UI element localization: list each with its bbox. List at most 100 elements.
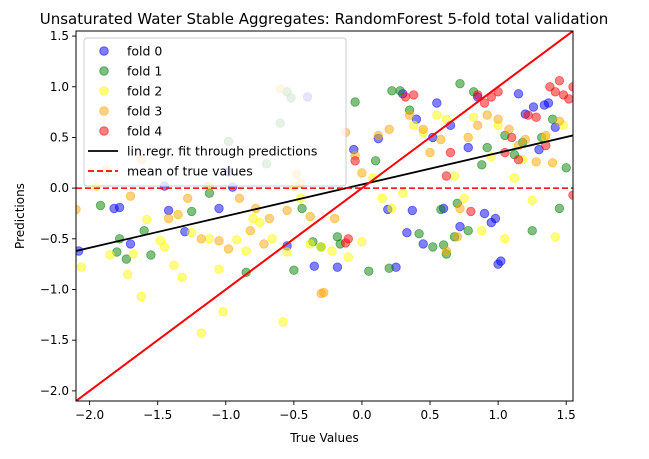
- point-fold-2: [343, 252, 354, 262]
- point-fold-2: [409, 120, 419, 131]
- point-fold-3: [319, 287, 329, 298]
- point-fold-1: [561, 163, 571, 173]
- point-fold-2: [128, 249, 138, 259]
- point-fold-2: [500, 234, 510, 244]
- legend-label: fold 2: [127, 84, 162, 99]
- legend-label: fold 1: [127, 64, 162, 79]
- point-fold-4: [513, 154, 524, 165]
- point-fold-4: [409, 90, 419, 100]
- point-fold-3: [504, 124, 514, 135]
- point-fold-0: [479, 208, 490, 219]
- legend-marker: [99, 106, 109, 116]
- point-fold-2: [241, 246, 251, 256]
- point-fold-2: [398, 188, 408, 198]
- legend-marker: [99, 66, 109, 76]
- point-fold-1: [121, 254, 132, 264]
- point-fold-3: [223, 244, 234, 254]
- point-fold-4: [523, 110, 533, 120]
- x-tick-label: −1.0: [211, 408, 240, 422]
- point-fold-1: [395, 86, 405, 96]
- point-fold-2: [459, 193, 469, 204]
- point-fold-1: [95, 200, 106, 211]
- y-tick-label: −1.5: [40, 333, 69, 347]
- point-fold-0: [528, 102, 539, 112]
- y-axis: −2.0 −1.5 −1.0 −0.5 0.0 0.5 1.0 1.5: [40, 29, 76, 398]
- point-fold-2: [159, 242, 170, 252]
- point-fold-3: [455, 203, 465, 214]
- point-fold-2: [468, 112, 479, 122]
- y-tick-label: 0.0: [50, 181, 69, 195]
- point-fold-1: [350, 97, 360, 107]
- point-fold-1: [414, 228, 424, 239]
- x-axis: −2.0 −1.5 −1.0 −0.5 0.0 0.5 1.0 1.5: [75, 401, 576, 422]
- point-fold-2: [509, 173, 520, 183]
- point-fold-3: [463, 132, 473, 143]
- point-fold-4: [550, 87, 561, 97]
- point-fold-3: [373, 130, 384, 141]
- point-fold-2: [218, 307, 228, 317]
- point-fold-0: [418, 239, 428, 249]
- x-tick-label: −0.5: [279, 408, 308, 422]
- point-fold-1: [554, 203, 565, 214]
- legend: fold 0 fold 1 fold 2 fold 3 fold 4 lin.regr. …: [83, 37, 347, 187]
- point-fold-3: [234, 193, 245, 204]
- x-axis-label: True Values: [289, 431, 359, 445]
- x-tick-label: 1.0: [489, 408, 508, 422]
- point-fold-3: [182, 193, 193, 204]
- point-fold-3: [245, 225, 256, 236]
- point-fold-0: [496, 256, 506, 266]
- point-fold-1: [477, 160, 487, 170]
- point-fold-2: [267, 234, 277, 244]
- point-fold-0: [455, 221, 465, 232]
- point-fold-2: [316, 242, 326, 252]
- point-fold-4: [400, 92, 411, 102]
- y-tick-label: −1.0: [40, 282, 69, 296]
- point-fold-0: [402, 227, 412, 238]
- point-fold-0: [543, 98, 554, 108]
- point-fold-2: [387, 203, 397, 214]
- x-tick-label: 0.5: [420, 408, 439, 422]
- point-fold-2: [527, 195, 537, 206]
- point-fold-3: [482, 110, 492, 120]
- point-fold-0: [513, 89, 524, 99]
- point-fold-2: [305, 239, 315, 249]
- plot-frame: [75, 30, 574, 402]
- point-fold-3: [473, 120, 483, 131]
- point-fold-2: [204, 234, 215, 244]
- point-fold-0: [432, 98, 442, 108]
- point-fold-3: [452, 232, 463, 242]
- point-fold-1: [463, 225, 473, 236]
- point-fold-1: [384, 263, 394, 273]
- point-fold-3: [425, 147, 435, 158]
- point-fold-2: [136, 291, 147, 302]
- point-fold-0: [490, 213, 501, 224]
- point-fold-3: [264, 213, 275, 224]
- point-fold-0: [463, 142, 473, 153]
- point-fold-3: [196, 234, 207, 244]
- point-fold-4: [473, 90, 483, 100]
- point-fold-4: [445, 147, 456, 158]
- point-fold-1: [146, 250, 156, 260]
- point-fold-3: [76, 204, 81, 215]
- x-tick-label: 1.5: [557, 408, 576, 422]
- point-fold-2: [122, 269, 133, 280]
- legend-label: lin.regr. fit through predictions: [127, 144, 317, 159]
- point-fold-3: [214, 236, 224, 246]
- point-fold-4: [568, 190, 573, 200]
- point-fold-4: [441, 171, 452, 181]
- y-tick-label: −2.0: [40, 384, 69, 398]
- point-fold-2: [214, 264, 224, 274]
- legend-label: fold 0: [127, 44, 162, 59]
- identity-line: [76, 31, 573, 401]
- point-fold-1: [289, 265, 299, 275]
- point-fold-2: [196, 328, 207, 338]
- point-fold-1: [387, 86, 397, 96]
- legend-label: fold 4: [127, 124, 162, 139]
- point-fold-2: [186, 227, 197, 238]
- point-fold-2: [142, 214, 152, 225]
- point-fold-3: [384, 124, 394, 135]
- point-fold-1: [436, 204, 446, 215]
- point-fold-2: [282, 247, 292, 257]
